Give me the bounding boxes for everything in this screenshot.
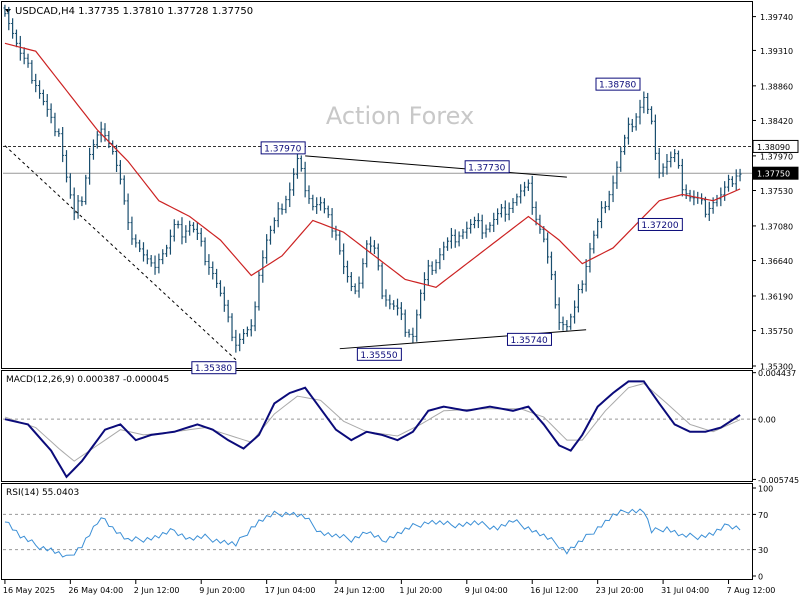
macd-tick-label: -0.005745 xyxy=(758,476,799,485)
rsi-tick-label: 70 xyxy=(758,511,768,520)
rsi-axis: 100 70 30 0 xyxy=(3,485,773,582)
x-tick-label: 9 Jul 04:00 xyxy=(465,586,508,595)
rsi-tick-label: 0 xyxy=(758,573,763,582)
y-tick-label: 1.35750 xyxy=(760,327,793,336)
x-tick-label: 1 Jul 20:00 xyxy=(399,586,442,595)
rsi-panel xyxy=(1,483,753,580)
annotation-box xyxy=(637,217,683,231)
moving-average xyxy=(4,42,741,288)
annotation-box xyxy=(464,160,510,174)
x-tick-label: 23 Jul 20:00 xyxy=(596,586,644,595)
rsi-tick-label: 100 xyxy=(758,485,773,494)
macd-title: MACD(12,26,9) 0.000387 -0.000045 xyxy=(6,375,169,385)
annotation-label: 1.37730 xyxy=(468,163,505,173)
trendline xyxy=(4,145,237,361)
annotation-label: 1.38780 xyxy=(599,81,636,91)
trendline xyxy=(305,155,567,178)
x-tick-label: 16 May 2025 xyxy=(3,586,55,595)
annotation-box xyxy=(506,332,552,346)
annotation-box xyxy=(356,347,402,361)
level-tag-label: 1.38090 xyxy=(757,143,790,152)
level-tag-label: 1.37750 xyxy=(757,170,790,179)
y-tick-label: 1.39310 xyxy=(760,47,793,56)
annotation-box xyxy=(260,141,306,155)
x-tick-label: 2 Jun 12:00 xyxy=(134,586,180,595)
y-tick-label: 1.36190 xyxy=(760,292,793,301)
rsi-tick-label: 30 xyxy=(758,546,768,555)
watermark-text: Action Forex xyxy=(326,102,474,130)
macd-tick-label: 0.004437 xyxy=(758,369,796,378)
y-tick-label: 1.37530 xyxy=(760,187,793,196)
annotation-label: 1.35740 xyxy=(510,336,547,346)
macd-axis: 0.004437 0.00 -0.005745 xyxy=(3,369,799,485)
symbol-info-line: USDCAD,H4 1.37735 1.37810 1.37728 1.3775… xyxy=(15,6,253,17)
y-tick-label: 1.39740 xyxy=(760,13,793,22)
annotation-box xyxy=(191,361,237,375)
y-tick-label: 1.37080 xyxy=(760,222,793,231)
level-tag xyxy=(752,139,799,153)
price-annotations: 1.35380 1.37970 1.35550 1.37730 1.35740 1.387… xyxy=(191,77,683,375)
annotation-label: 1.35380 xyxy=(195,364,232,374)
x-tick-label: 24 Jun 12:00 xyxy=(334,586,385,595)
x-tick-label: 9 Jun 20:00 xyxy=(199,586,245,595)
y-tick-label: 1.37970 xyxy=(760,152,793,161)
macd-tick-label: 0.00 xyxy=(758,416,776,425)
price-bars xyxy=(3,4,742,353)
current-price-tag xyxy=(752,166,799,180)
horizontal-lines xyxy=(3,145,752,174)
rsi-line xyxy=(4,508,741,558)
annotation-label: 1.37200 xyxy=(641,221,678,231)
y-tick-label: 1.38860 xyxy=(760,82,793,91)
x-tick-label: 17 Jun 04:00 xyxy=(265,586,316,595)
y-tick-label: 1.35300 xyxy=(760,363,793,372)
time-axis: 16 May 2025 26 May 04:00 2 Jun 12:00 9 Jun … xyxy=(3,580,775,595)
price-panel xyxy=(1,1,753,369)
macd-main-line xyxy=(4,380,741,479)
annotation-label: 1.37970 xyxy=(264,144,301,154)
x-tick-label: 26 May 04:00 xyxy=(68,586,123,595)
rsi-line xyxy=(4,508,741,558)
macd-lines xyxy=(4,380,741,479)
x-tick-label: 31 Jul 04:00 xyxy=(661,586,709,595)
annotation-label: 1.35550 xyxy=(360,351,397,361)
rsi-title: RSI(14) 55.0403 xyxy=(6,488,79,498)
y-tick-label: 1.36640 xyxy=(760,257,793,266)
y-tick-label: 1.38420 xyxy=(760,117,793,126)
x-tick-label: 16 Jul 12:00 xyxy=(530,586,578,595)
price-tags: 1.38090 1.37750 xyxy=(752,139,799,180)
price-axis: 1.39740 1.39310 1.38860 1.38420 1.37970 1.375… xyxy=(752,13,793,372)
menu-triangle-icon[interactable] xyxy=(5,9,11,13)
annotation-box xyxy=(595,77,641,91)
x-tick-label: 7 Aug 12:00 xyxy=(727,586,776,595)
ma-line xyxy=(4,42,741,288)
